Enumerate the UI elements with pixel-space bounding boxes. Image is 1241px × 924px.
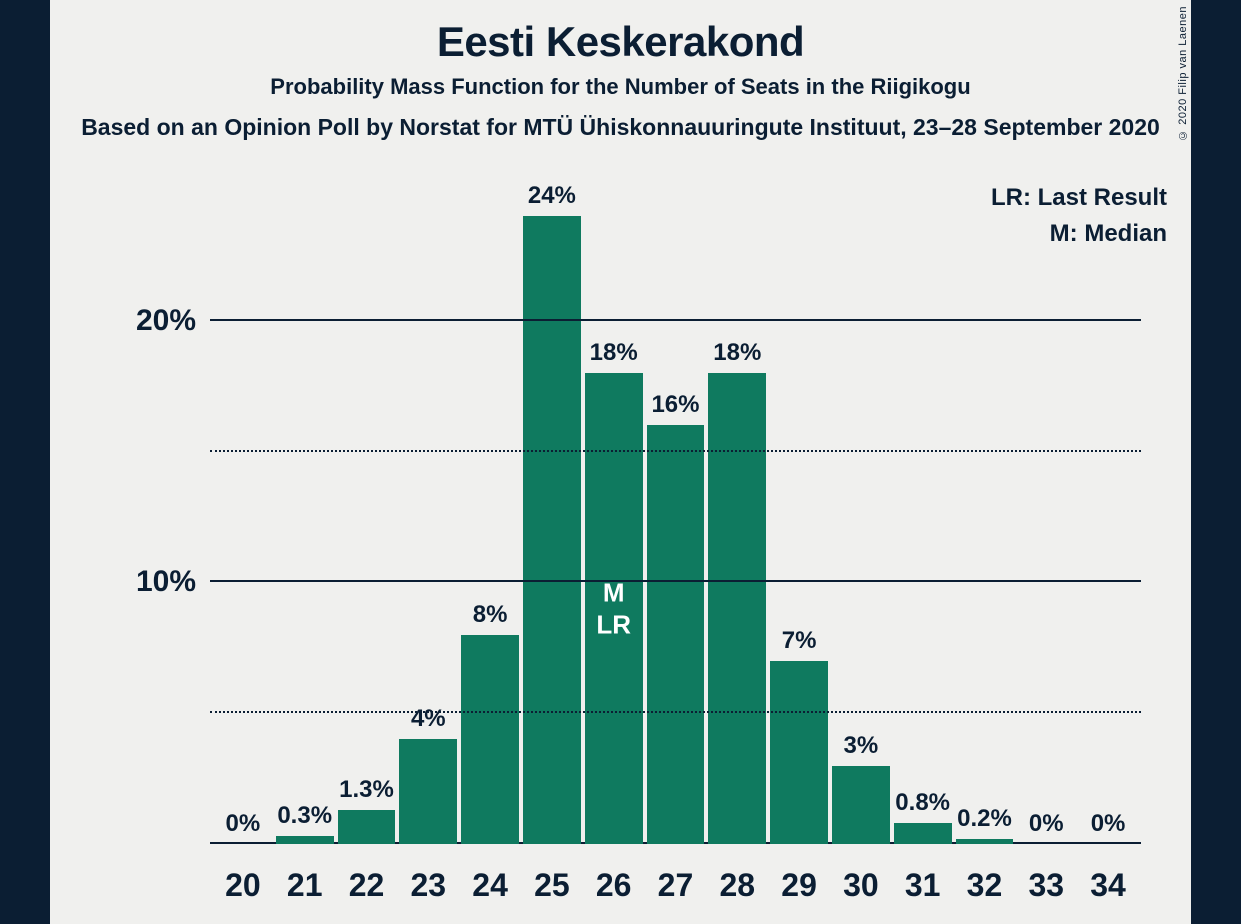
bar-slot: 18%	[708, 190, 766, 844]
copyright-text: © 2020 Filip van Laenen	[1177, 6, 1189, 141]
x-tick-label: 31	[894, 867, 952, 904]
bar-value-label: 8%	[473, 601, 508, 629]
bar-value-label: 18%	[590, 339, 638, 367]
bar-slot: 0%	[1079, 190, 1137, 844]
bar-slot: 0%	[214, 190, 272, 844]
x-tick-label: 21	[276, 867, 334, 904]
bar-slot: 24%	[523, 190, 581, 844]
y-tick-label: 10%	[136, 565, 210, 599]
bar-value-label: 1.3%	[339, 776, 394, 804]
x-tick-label: 29	[770, 867, 828, 904]
bar: 0.3%	[276, 836, 334, 844]
bar: 8%	[461, 635, 519, 844]
chart-canvas: © 2020 Filip van Laenen Eesti Keskerakon…	[50, 0, 1191, 924]
side-strip-left	[0, 0, 50, 924]
bar-value-label: 0%	[226, 810, 261, 838]
bar-slot: 4%	[399, 190, 457, 844]
bar-slot: 18% MLR	[585, 190, 643, 844]
x-tick-label: 27	[647, 867, 705, 904]
x-tick-label: 25	[523, 867, 581, 904]
bar: 16%	[647, 425, 705, 844]
chart-source: Based on an Opinion Poll by Norstat for …	[50, 114, 1191, 141]
bar: 0.8%	[894, 823, 952, 844]
bar-slot: 0.8%	[894, 190, 952, 844]
bar: 1.3%	[338, 810, 396, 844]
bar-slot: 0%	[1017, 190, 1075, 844]
plot-area: 0%0.3%1.3%4%8%24%18%MLR16%18%7%3%0.8%0.2…	[210, 190, 1141, 844]
bar-slot: 1.3%	[338, 190, 396, 844]
y-tick-label: 20%	[136, 304, 210, 338]
bar-value-label: 16%	[651, 391, 699, 419]
x-tick-label: 26	[585, 867, 643, 904]
chart-subtitle: Probability Mass Function for the Number…	[50, 74, 1191, 100]
x-tick-label: 32	[956, 867, 1014, 904]
gridline-major: 20%	[210, 319, 1141, 321]
gridline-minor	[210, 711, 1141, 713]
bar: 7%	[770, 661, 828, 844]
x-tick-label: 33	[1017, 867, 1075, 904]
x-tick-label: 28	[708, 867, 766, 904]
bar: 24%	[523, 216, 581, 844]
bar-value-label: 7%	[782, 627, 817, 655]
bar-slot: 7%	[770, 190, 828, 844]
bars-container: 0%0.3%1.3%4%8%24%18%MLR16%18%7%3%0.8%0.2…	[210, 190, 1141, 844]
x-tick-label: 24	[461, 867, 519, 904]
bar: 18%	[708, 373, 766, 844]
x-tick-label: 23	[399, 867, 457, 904]
chart-title: Eesti Keskerakond	[50, 0, 1191, 66]
bar-value-label: 0%	[1029, 810, 1064, 838]
bar-slot: 0.3%	[276, 190, 334, 844]
x-tick-label: 30	[832, 867, 890, 904]
bar-slot: 8%	[461, 190, 519, 844]
bar: 18%MLR	[585, 373, 643, 844]
side-strip-right	[1191, 0, 1241, 924]
bar-value-label: 18%	[713, 339, 761, 367]
bar-slot: 3%	[832, 190, 890, 844]
bar-value-label: 24%	[528, 182, 576, 210]
bar-value-label: 0.2%	[957, 805, 1012, 833]
bar-value-label: 0%	[1091, 810, 1126, 838]
bar-slot: 16%	[647, 190, 705, 844]
x-axis-labels: 202122232425262728293031323334	[210, 867, 1141, 904]
bar: 0.2%	[956, 839, 1014, 844]
bar-value-label: 0.3%	[277, 802, 332, 830]
gridline-minor	[210, 450, 1141, 452]
bar: 3%	[832, 766, 890, 844]
gridline-major: 10%	[210, 580, 1141, 582]
bar-value-label: 0.8%	[895, 789, 950, 817]
x-tick-label: 34	[1079, 867, 1137, 904]
x-tick-label: 22	[338, 867, 396, 904]
bar: 4%	[399, 739, 457, 844]
x-tick-label: 20	[214, 867, 272, 904]
bar-annotation: MLR	[596, 576, 631, 641]
bar-value-label: 3%	[844, 732, 879, 760]
bar-slot: 0.2%	[956, 190, 1014, 844]
bar-value-label: 4%	[411, 705, 446, 733]
